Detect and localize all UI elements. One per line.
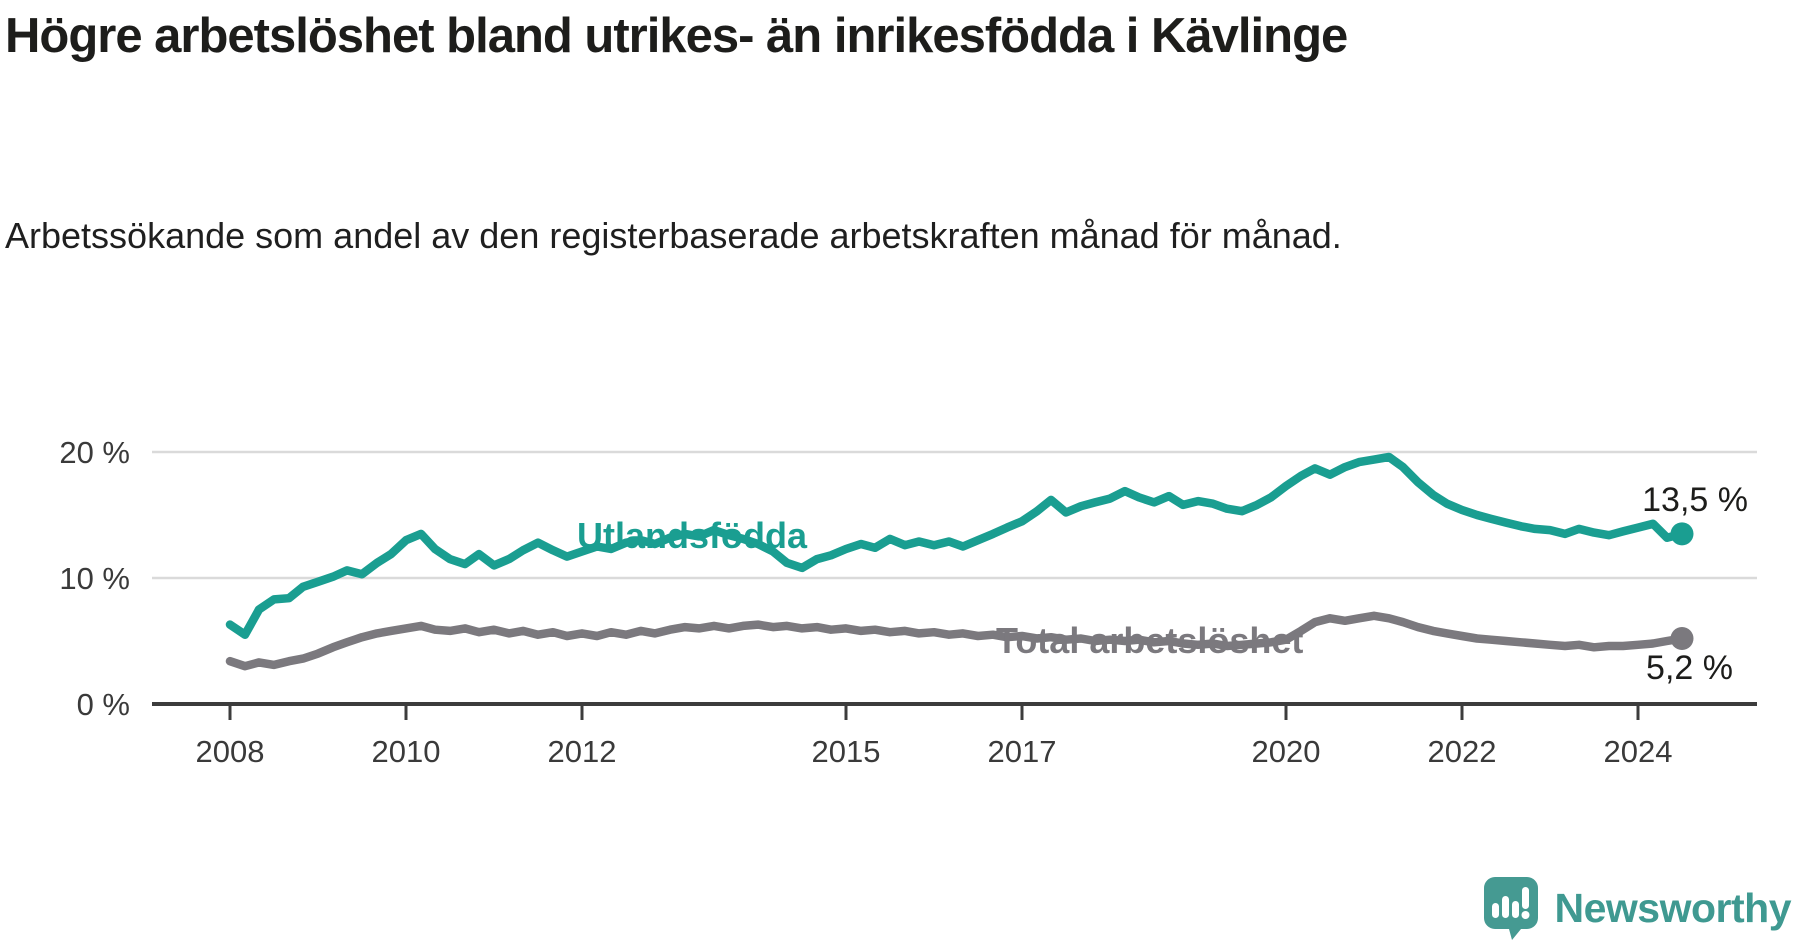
line-total-arbetsl-shet: [225, 611, 1687, 671]
series-lines: [225, 452, 1694, 671]
newsworthy-bubble-icon: [1483, 877, 1538, 940]
newsworthy-logo: Newsworthy: [1483, 876, 1792, 940]
axis-tick-labels: 0 % 10 % 20 % 2008 2010 2012 2015 2017 2020 2022 2…: [59, 435, 1672, 769]
end-dot-total-arbetsl-shet: [1670, 626, 1694, 650]
line-utlandsf-dda: [225, 452, 1687, 639]
end-dot-utlandsf-dda: [1670, 522, 1694, 546]
newsworthy-brand-text: Newsworthy: [1554, 884, 1792, 931]
end-value-label-utlandsfodda: 13,5 %: [1642, 481, 1748, 519]
end-value-label-total: 5,2 %: [1646, 649, 1733, 687]
x-tick-label: 2024: [1604, 734, 1673, 769]
x-tick-label: 2020: [1252, 734, 1321, 769]
y-tick-label: 20 %: [59, 435, 130, 470]
x-tick-label: 2010: [372, 734, 441, 769]
gridlines: [152, 450, 1757, 580]
x-tick-label: 2015: [812, 734, 881, 769]
x-axis: [152, 702, 1757, 720]
x-tick-label: 2008: [196, 734, 265, 769]
x-tick-label: 2017: [988, 734, 1057, 769]
y-tick-label: 0 %: [77, 687, 130, 722]
x-tick-label: 2022: [1428, 734, 1497, 769]
chart-title: Högre arbetslöshet bland utrikes- än inr…: [5, 9, 1348, 63]
chart-subtitle: Arbetssökande som andel av den registerb…: [5, 215, 1342, 256]
y-tick-label: 10 %: [59, 561, 130, 596]
series-label-total-arbetsloshet: Total arbetslöshet: [996, 620, 1304, 661]
x-tick-label: 2012: [548, 734, 617, 769]
series-label-utlandsfodda: Utlandsfödda: [577, 515, 807, 556]
